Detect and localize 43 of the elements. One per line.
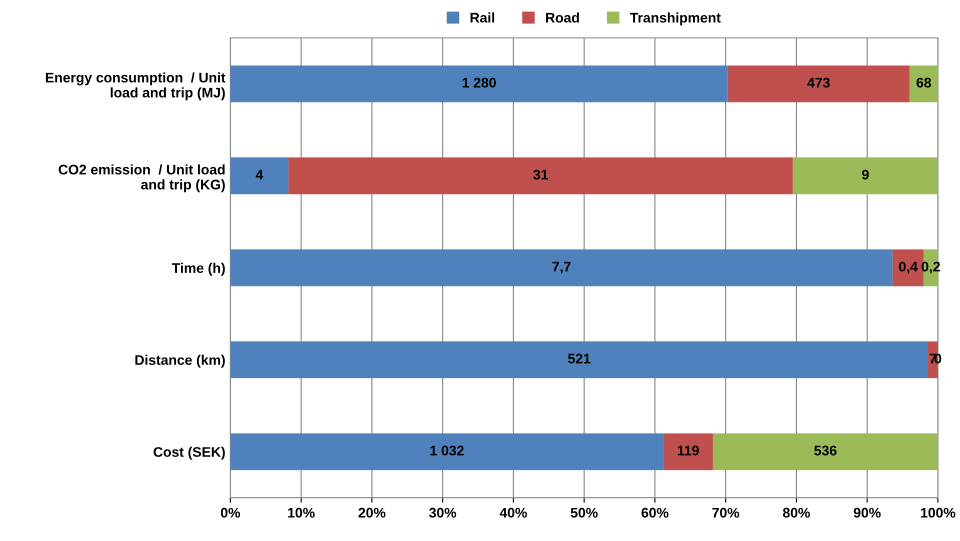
bar xyxy=(230,433,664,470)
annotation: 68 xyxy=(916,78,932,88)
annotation: 0,4 xyxy=(899,262,918,274)
bar xyxy=(230,249,893,286)
legend-label: Rail xyxy=(470,12,494,23)
bar xyxy=(230,65,728,102)
x-tick-label: 70% xyxy=(712,508,740,518)
annotation: 473 xyxy=(807,78,830,88)
annotation: 536 xyxy=(814,446,837,456)
bar xyxy=(230,341,928,378)
annotation: 119 xyxy=(678,446,699,456)
x-tick-label: 0% xyxy=(220,508,240,518)
x-tick-label: 40% xyxy=(500,508,527,518)
bar xyxy=(712,433,938,470)
x-tick-label: 10% xyxy=(288,508,315,518)
x-tick-label: 30% xyxy=(429,508,456,518)
annotation: 1 032 xyxy=(430,446,464,456)
y-tick-label: Energy consumption / Unit load and trip (MJ) xyxy=(46,72,226,100)
annotation: 1 280 xyxy=(462,78,496,88)
y-tick-label: Time (h) xyxy=(172,262,225,276)
bar xyxy=(288,157,793,194)
bar xyxy=(663,433,713,470)
bar xyxy=(792,157,938,194)
y-tick-label: CO2 emission / Unit load and trip (KG) xyxy=(58,164,225,192)
x-tick-label: 50% xyxy=(570,508,598,518)
annotation: 4 xyxy=(256,170,264,180)
annotation: 31 xyxy=(533,170,548,180)
y-tick-label: Cost (SEK) xyxy=(154,446,225,460)
x-tick-label: 100% xyxy=(921,508,956,518)
annotation: 7,7 xyxy=(552,262,571,274)
bar xyxy=(230,157,288,194)
legend-label: Road xyxy=(546,12,579,23)
x-tick-label: 80% xyxy=(782,508,810,518)
legend-label: Transhipment xyxy=(630,12,721,26)
annotation: 9 xyxy=(862,170,869,180)
y-tick-label: Distance (km) xyxy=(135,354,225,368)
annotation: 521 xyxy=(568,354,590,364)
bar xyxy=(728,65,910,102)
x-tick-label: 20% xyxy=(358,508,386,518)
bar xyxy=(910,65,938,102)
annotation: 7 xyxy=(930,354,936,364)
x-tick-label: 60% xyxy=(642,508,668,518)
x-tick-label: 90% xyxy=(854,508,881,518)
